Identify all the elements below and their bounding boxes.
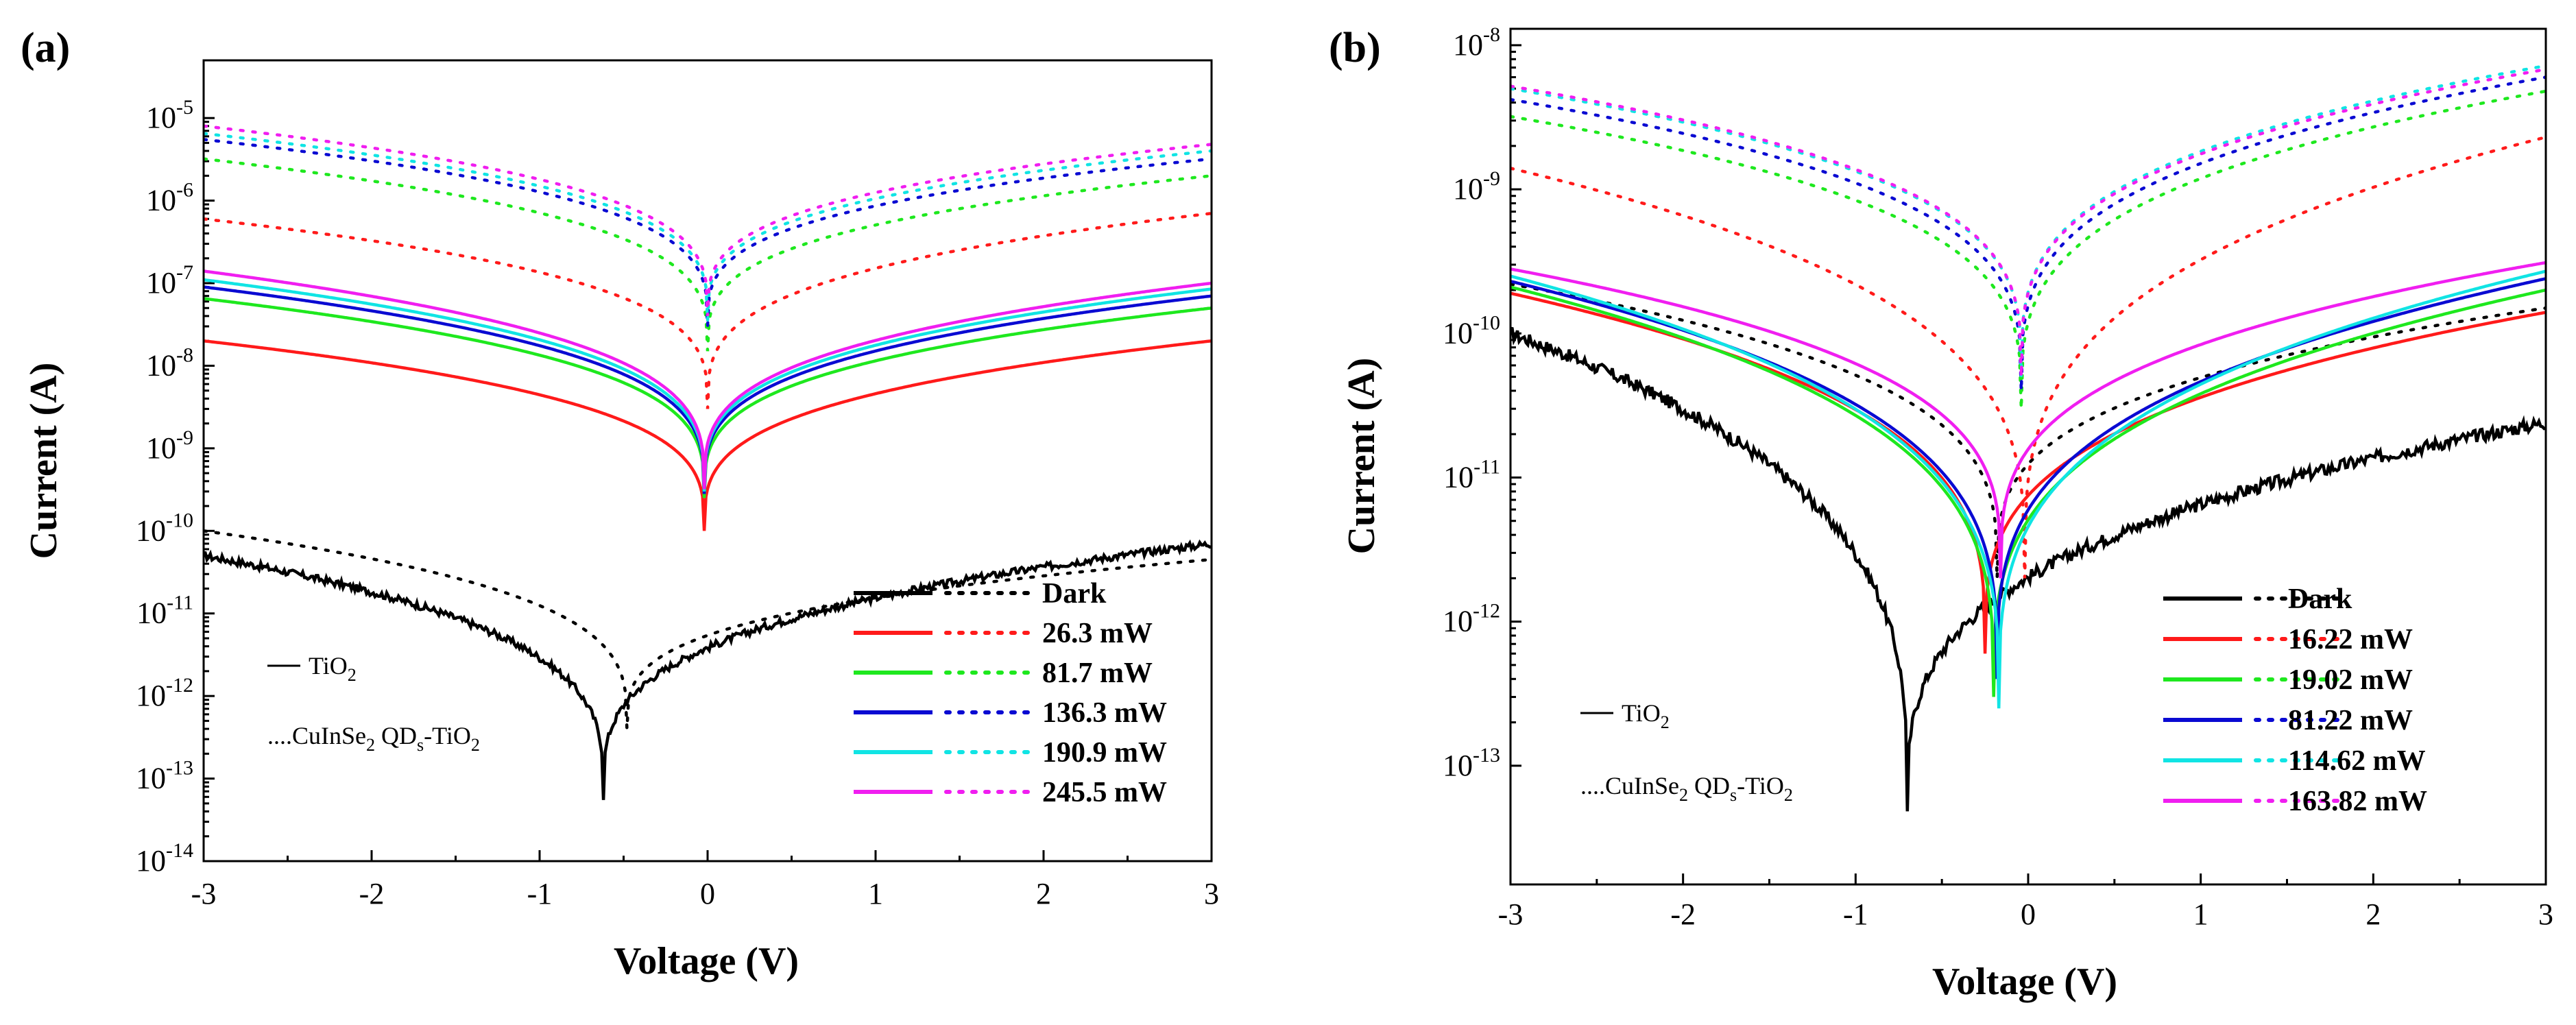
x-tick-label: 3 (2538, 897, 2553, 931)
plot-area (202, 117, 1213, 863)
x-tick-label: -1 (527, 877, 553, 911)
y-tick-label: 10-11 (1443, 455, 1500, 494)
series-16-22-mw-solid-line (1510, 291, 2546, 654)
series-163-82-mw-dotted-line (1510, 67, 2546, 377)
x-tick-label: 1 (868, 877, 883, 911)
y-axis-label: Current (A) (23, 363, 65, 559)
y-tick-label: 10-13 (1443, 744, 1500, 782)
y-tick-label: 10-13 (136, 757, 193, 795)
series-dark-dotted-line (204, 529, 1212, 729)
y-tick-label: 10-14 (136, 839, 193, 878)
series-136-3-mw-dotted-line (204, 138, 1212, 327)
series-dark-dotted-line (1510, 282, 2546, 579)
legend-dark-label: Dark (1042, 578, 1107, 610)
legend-136-3-mw-label: 136.3 mW (1042, 697, 1167, 729)
legend-190-9-mw-label: 190.9 mW (1042, 737, 1167, 769)
series-245-5-mw-solid-line (204, 269, 1212, 490)
y-axis-label: Current (A) (1340, 358, 1383, 555)
series-245-5-mw-dotted-line (204, 124, 1212, 317)
x-tick-label: 1 (2193, 897, 2208, 931)
y-tick-label: 10-8 (1453, 23, 1500, 62)
legend-16-22-mw-label: 16.22 mW (2288, 624, 2413, 655)
y-tick-label: 10-11 (136, 592, 193, 630)
panel-a: (a) 10-1410-1310-1210-1110-1010-910-810-… (21, 25, 1219, 982)
series-114-62-mw-solid-line (1510, 269, 2546, 709)
legend-81-7-mw-label: 81.7 mW (1042, 658, 1153, 689)
y-tick-labels: 10-13 10-12 10-11 10-10 10-9 10-8 (1443, 23, 1500, 782)
series-81-22-mw-dotted-line (1510, 75, 2546, 391)
x-tick-label: 0 (2021, 897, 2036, 931)
plot-frame (202, 59, 1213, 863)
x-tick-label: 2 (1036, 877, 1051, 911)
panel-label: (b) (1329, 25, 1381, 71)
y-tick-label: 10-10 (136, 509, 193, 547)
legend-114-62-mw-label: 114.62 mW (2288, 745, 2426, 777)
x-tick-label: 2 (2366, 897, 2381, 931)
series-26-3-mw-dotted-line (204, 212, 1212, 409)
legend-19-02-mw-label: 19.02 mW (2288, 664, 2413, 696)
legend: Dark 16.22 mW 19.02 mW 81.22 mW 114.62 mW 163… (2163, 583, 2427, 817)
annotation-solid-label: TiO2 (1622, 699, 1670, 732)
y-tick-label: 10-7 (146, 261, 193, 300)
x-tick-label: -2 (359, 877, 385, 911)
series-dark-solid-line (204, 539, 1212, 800)
series-163-82-mw-solid-line (1510, 261, 2546, 579)
x-axis-label: Voltage (V) (1932, 961, 2117, 1003)
x-tick-labels: -3 -2 -1 0 1 2 3 (1498, 897, 2553, 931)
panel-b: (b) 10-13 10-12 10-11 10-10 10-9 10-8 -3 -2 -1 0… (1329, 23, 2553, 1003)
legend-26-3-mw-label: 26.3 mW (1042, 618, 1153, 649)
annotation-dotted-label: ....CuInSe2 QDs-TiO2 (267, 722, 480, 755)
x-tick-label: -2 (1670, 897, 1696, 931)
panel-label: (a) (21, 25, 70, 71)
series-19-02-mw-solid-line (1510, 285, 2546, 697)
series-curves (1510, 64, 2546, 812)
y-tick-label: 10-5 (146, 96, 193, 134)
y-tick-label: 10-9 (1453, 167, 1500, 206)
plot-frame (1509, 27, 2547, 886)
series-16-22-mw-dotted-line (1510, 135, 2546, 579)
x-tick-label: -3 (1498, 897, 1524, 931)
material-annotation: TiO2 ....CuInSe2 QDs-TiO2 (1580, 699, 1793, 805)
y-tick-label: 10-8 (146, 343, 193, 382)
annotation-dotted-label: ....CuInSe2 QDs-TiO2 (1580, 772, 1793, 805)
x-tick-label: 0 (700, 877, 715, 911)
legend-163-82-mw-label: 163.82 mW (2288, 786, 2427, 817)
x-tick-label: -3 (191, 877, 217, 911)
series-81-7-mw-dotted-line (204, 157, 1212, 352)
legend: Dark 26.3 mW 81.7 mW 136.3 mW 190.9 mW 245.5 … (854, 578, 1167, 808)
annotation-solid-label: TiO2 (309, 652, 357, 685)
x-tick-label: 3 (1204, 877, 1219, 911)
series-19-02-mw-dotted-line (1510, 89, 2546, 409)
legend-81-22-mw-label: 81.22 mW (2288, 705, 2413, 736)
legend-dark-label: Dark (2288, 583, 2352, 615)
series-26-3-mw-solid-line (204, 339, 1212, 531)
y-tick-label: 10-6 (146, 179, 193, 217)
x-axis-label: Voltage (V) (614, 940, 799, 982)
y-tick-label: 10-9 (146, 426, 193, 465)
y-tick-labels: 10-14 10-13 10-12 10-11 10-10 10-9 10-8 10-7 10-… (136, 96, 193, 878)
x-tick-labels: -3 -2 -1 0 1 2 3 (191, 877, 1219, 911)
y-tick-label: 10-12 (136, 674, 193, 712)
series-114-62-mw-dotted-line (1510, 64, 2546, 377)
series-curves (204, 124, 1212, 800)
material-annotation: TiO2 ....CuInSe2 QDs-TiO2 (267, 652, 480, 755)
series-190-9-mw-dotted-line (204, 132, 1212, 322)
y-tick-label: 10-12 (1443, 600, 1500, 638)
y-tick-label: 10-10 (1443, 311, 1500, 350)
legend-245-5-mw-label: 245.5 mW (1042, 777, 1167, 808)
x-tick-label: -1 (1843, 897, 1868, 931)
series-dark-solid-line (1510, 326, 2546, 812)
